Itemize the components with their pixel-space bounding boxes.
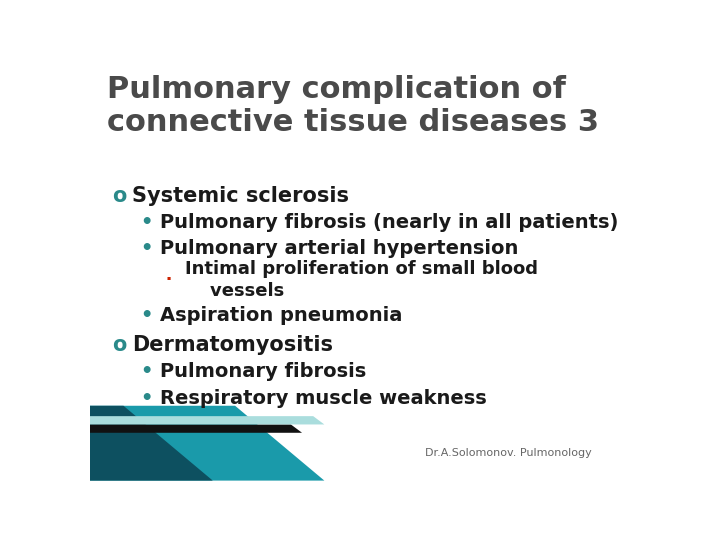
Text: o: o (112, 186, 127, 206)
Text: ‧: ‧ (166, 271, 171, 289)
Text: Dr.A.Solomonov. Pulmonology: Dr.A.Solomonov. Pulmonology (425, 448, 592, 458)
Text: •: • (140, 389, 153, 408)
Text: Pulmonary complication of
connective tissue diseases 3: Pulmonary complication of connective tis… (107, 75, 599, 137)
Text: Respiratory muscle weakness: Respiratory muscle weakness (160, 389, 487, 408)
Text: Pulmonary arterial hypertension: Pulmonary arterial hypertension (160, 239, 518, 258)
Text: Intimal proliferation of small blood
    vessels: Intimal proliferation of small blood ves… (185, 260, 538, 300)
Text: Dermatomyositis: Dermatomyositis (132, 335, 333, 355)
Text: Aspiration pneumonia: Aspiration pneumonia (160, 306, 402, 326)
Text: Pulmonary fibrosis (nearly in all patients): Pulmonary fibrosis (nearly in all patien… (160, 213, 618, 232)
Text: Pulmonary fibrosis: Pulmonary fibrosis (160, 362, 366, 381)
Polygon shape (90, 424, 302, 433)
Text: Systemic sclerosis: Systemic sclerosis (132, 186, 349, 206)
Polygon shape (90, 406, 213, 481)
Polygon shape (90, 406, 324, 481)
Text: •: • (140, 362, 153, 381)
Text: •: • (140, 213, 153, 232)
Text: o: o (112, 335, 127, 355)
Polygon shape (90, 416, 324, 424)
Text: •: • (140, 306, 153, 326)
Text: •: • (140, 239, 153, 258)
